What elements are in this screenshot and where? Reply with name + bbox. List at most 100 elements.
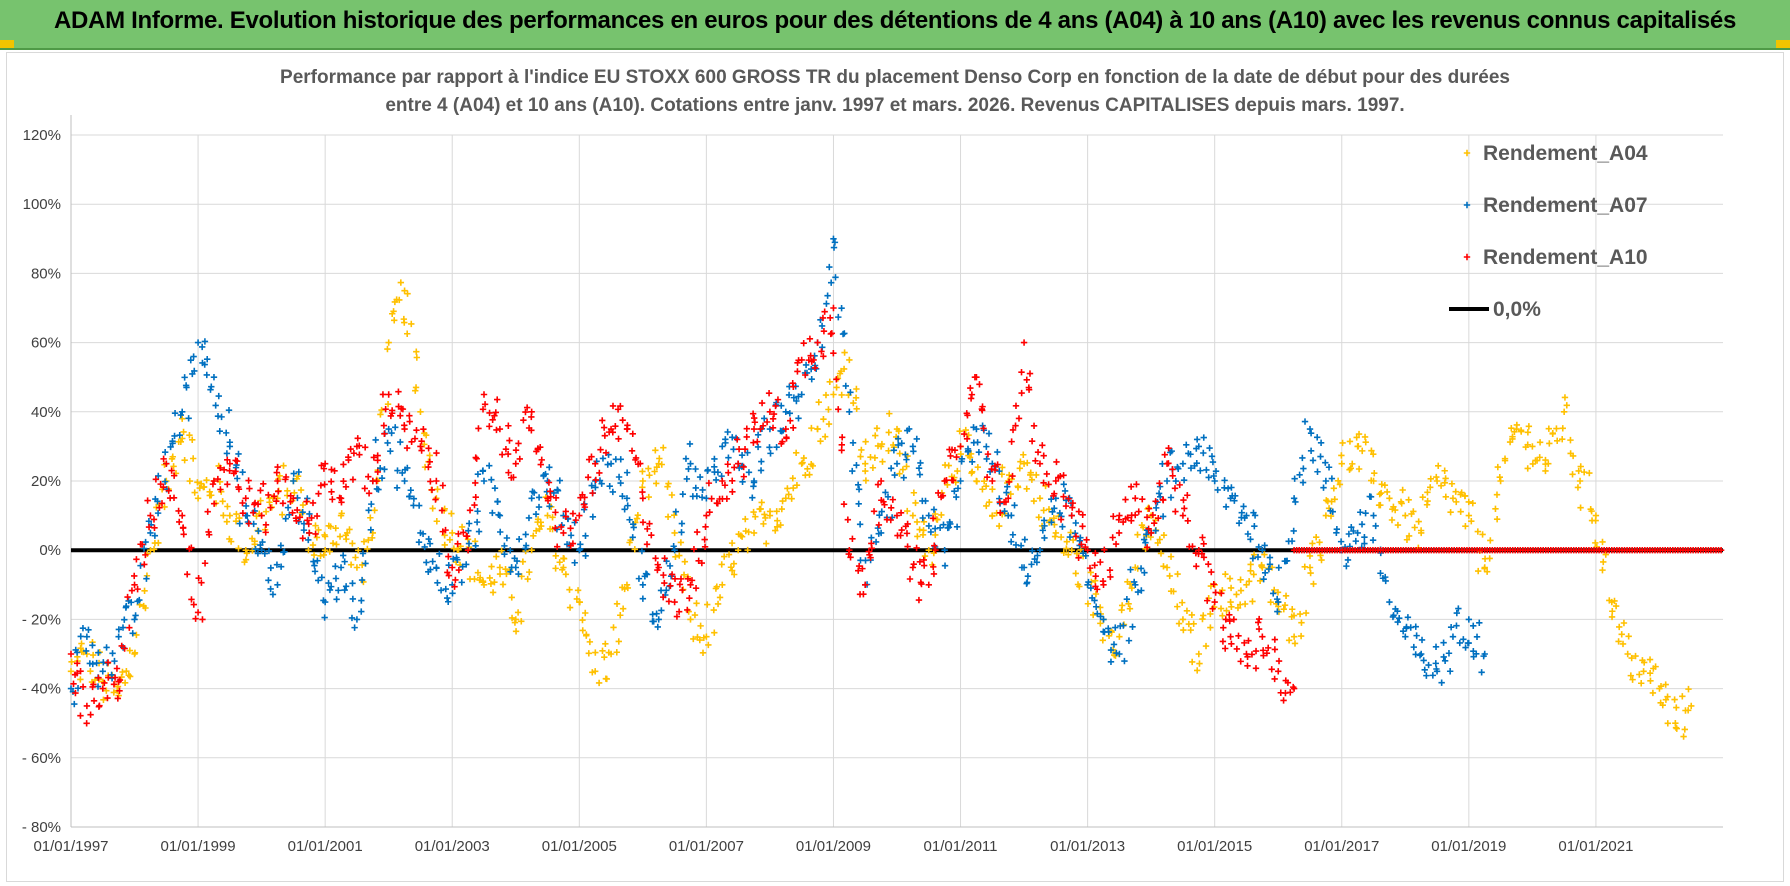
point-A07 <box>286 511 293 518</box>
point-A07 <box>190 353 197 360</box>
point-A10 <box>1002 498 1010 506</box>
point-A07 <box>1266 561 1274 568</box>
point-A07 <box>290 470 297 477</box>
point-A07 <box>453 554 460 561</box>
point-A07 <box>223 450 231 457</box>
point-A04 <box>1065 551 1072 558</box>
point-A07 <box>687 460 694 467</box>
point-A07 <box>111 657 118 665</box>
grid-lines <box>70 134 1723 828</box>
point-A10 <box>665 598 673 605</box>
point-A10 <box>1222 645 1229 652</box>
point-A07 <box>1290 527 1297 535</box>
point-A04 <box>1250 571 1257 578</box>
point-A07 <box>497 528 504 536</box>
point-A07 <box>479 467 487 474</box>
point-A04 <box>1625 633 1632 640</box>
point-A07 <box>1309 457 1317 464</box>
point-A04 <box>1297 632 1305 640</box>
point-A07 <box>1247 536 1254 543</box>
point-A07 <box>692 465 699 473</box>
point-A07 <box>773 443 780 451</box>
point-A04 <box>544 512 551 519</box>
point-A04 <box>956 427 963 435</box>
point-A10 <box>471 501 478 509</box>
point-A07 <box>823 300 830 307</box>
point-A07 <box>1394 607 1401 615</box>
point-A10 <box>179 524 187 531</box>
point-A04 <box>1638 680 1645 687</box>
point-A04 <box>664 483 671 490</box>
point-A10 <box>275 488 282 495</box>
point-A10 <box>828 330 836 337</box>
point-A04 <box>871 454 879 461</box>
point-A04 <box>178 415 186 422</box>
point-A07 <box>93 659 100 667</box>
point-A10 <box>889 496 897 503</box>
point-A07 <box>234 475 241 482</box>
point-A10 <box>687 581 694 588</box>
point-A04 <box>664 513 672 521</box>
point-A04 <box>1628 654 1635 662</box>
point-A04 <box>1250 551 1258 558</box>
point-A04 <box>1398 500 1405 507</box>
point-A07 <box>89 642 96 649</box>
point-A07 <box>212 402 219 409</box>
point-A10 <box>397 412 404 419</box>
point-A10 <box>675 608 683 615</box>
point-A07 <box>1125 637 1133 644</box>
point-A10 <box>340 461 347 468</box>
point-A04 <box>1640 668 1647 675</box>
point-A07 <box>362 560 369 567</box>
point-A10 <box>1161 451 1168 458</box>
point-A04 <box>896 450 903 457</box>
point-A10 <box>789 379 796 387</box>
point-A10 <box>1248 651 1256 658</box>
point-A04 <box>982 482 990 490</box>
point-A04 <box>1306 564 1314 571</box>
point-A10 <box>553 543 561 550</box>
point-A04 <box>1405 496 1412 504</box>
point-A04 <box>1494 463 1502 471</box>
point-A04 <box>613 600 621 608</box>
point-A04 <box>384 400 392 408</box>
point-A04 <box>1228 603 1235 611</box>
point-A10 <box>609 402 617 410</box>
legend-swatch-A10 <box>1463 253 1471 261</box>
point-A07 <box>1012 541 1020 549</box>
point-A04 <box>1355 465 1363 473</box>
point-A10 <box>537 461 544 468</box>
point-A10 <box>897 509 905 517</box>
point-A10 <box>702 523 709 531</box>
point-A10 <box>1062 502 1070 510</box>
point-A04 <box>1662 681 1669 688</box>
point-A10 <box>988 465 995 473</box>
point-A07 <box>530 489 538 496</box>
point-A04 <box>1497 477 1504 485</box>
point-A07 <box>1306 425 1314 433</box>
point-A04 <box>1529 460 1537 468</box>
point-A07 <box>953 493 960 501</box>
y-tick-label: 120% <box>23 127 61 144</box>
point-A07 <box>1036 547 1044 554</box>
point-A04 <box>1281 602 1289 609</box>
point-A10 <box>1045 481 1052 488</box>
point-A10 <box>345 453 352 461</box>
point-A10 <box>1209 605 1216 612</box>
point-A10 <box>935 489 942 497</box>
point-A10 <box>504 450 512 458</box>
point-A10 <box>602 449 610 456</box>
point-A10 <box>904 543 911 550</box>
point-A04 <box>1346 466 1353 473</box>
point-A10 <box>591 460 599 467</box>
point-A10 <box>134 585 141 593</box>
point-A04 <box>358 561 366 569</box>
point-A07 <box>1386 598 1393 606</box>
point-A10 <box>790 424 797 432</box>
point-A10 <box>210 477 218 485</box>
point-A04 <box>562 571 570 578</box>
point-A10 <box>451 583 458 590</box>
point-A10 <box>445 553 452 560</box>
point-A07 <box>1259 547 1266 554</box>
point-A10 <box>1176 481 1183 489</box>
